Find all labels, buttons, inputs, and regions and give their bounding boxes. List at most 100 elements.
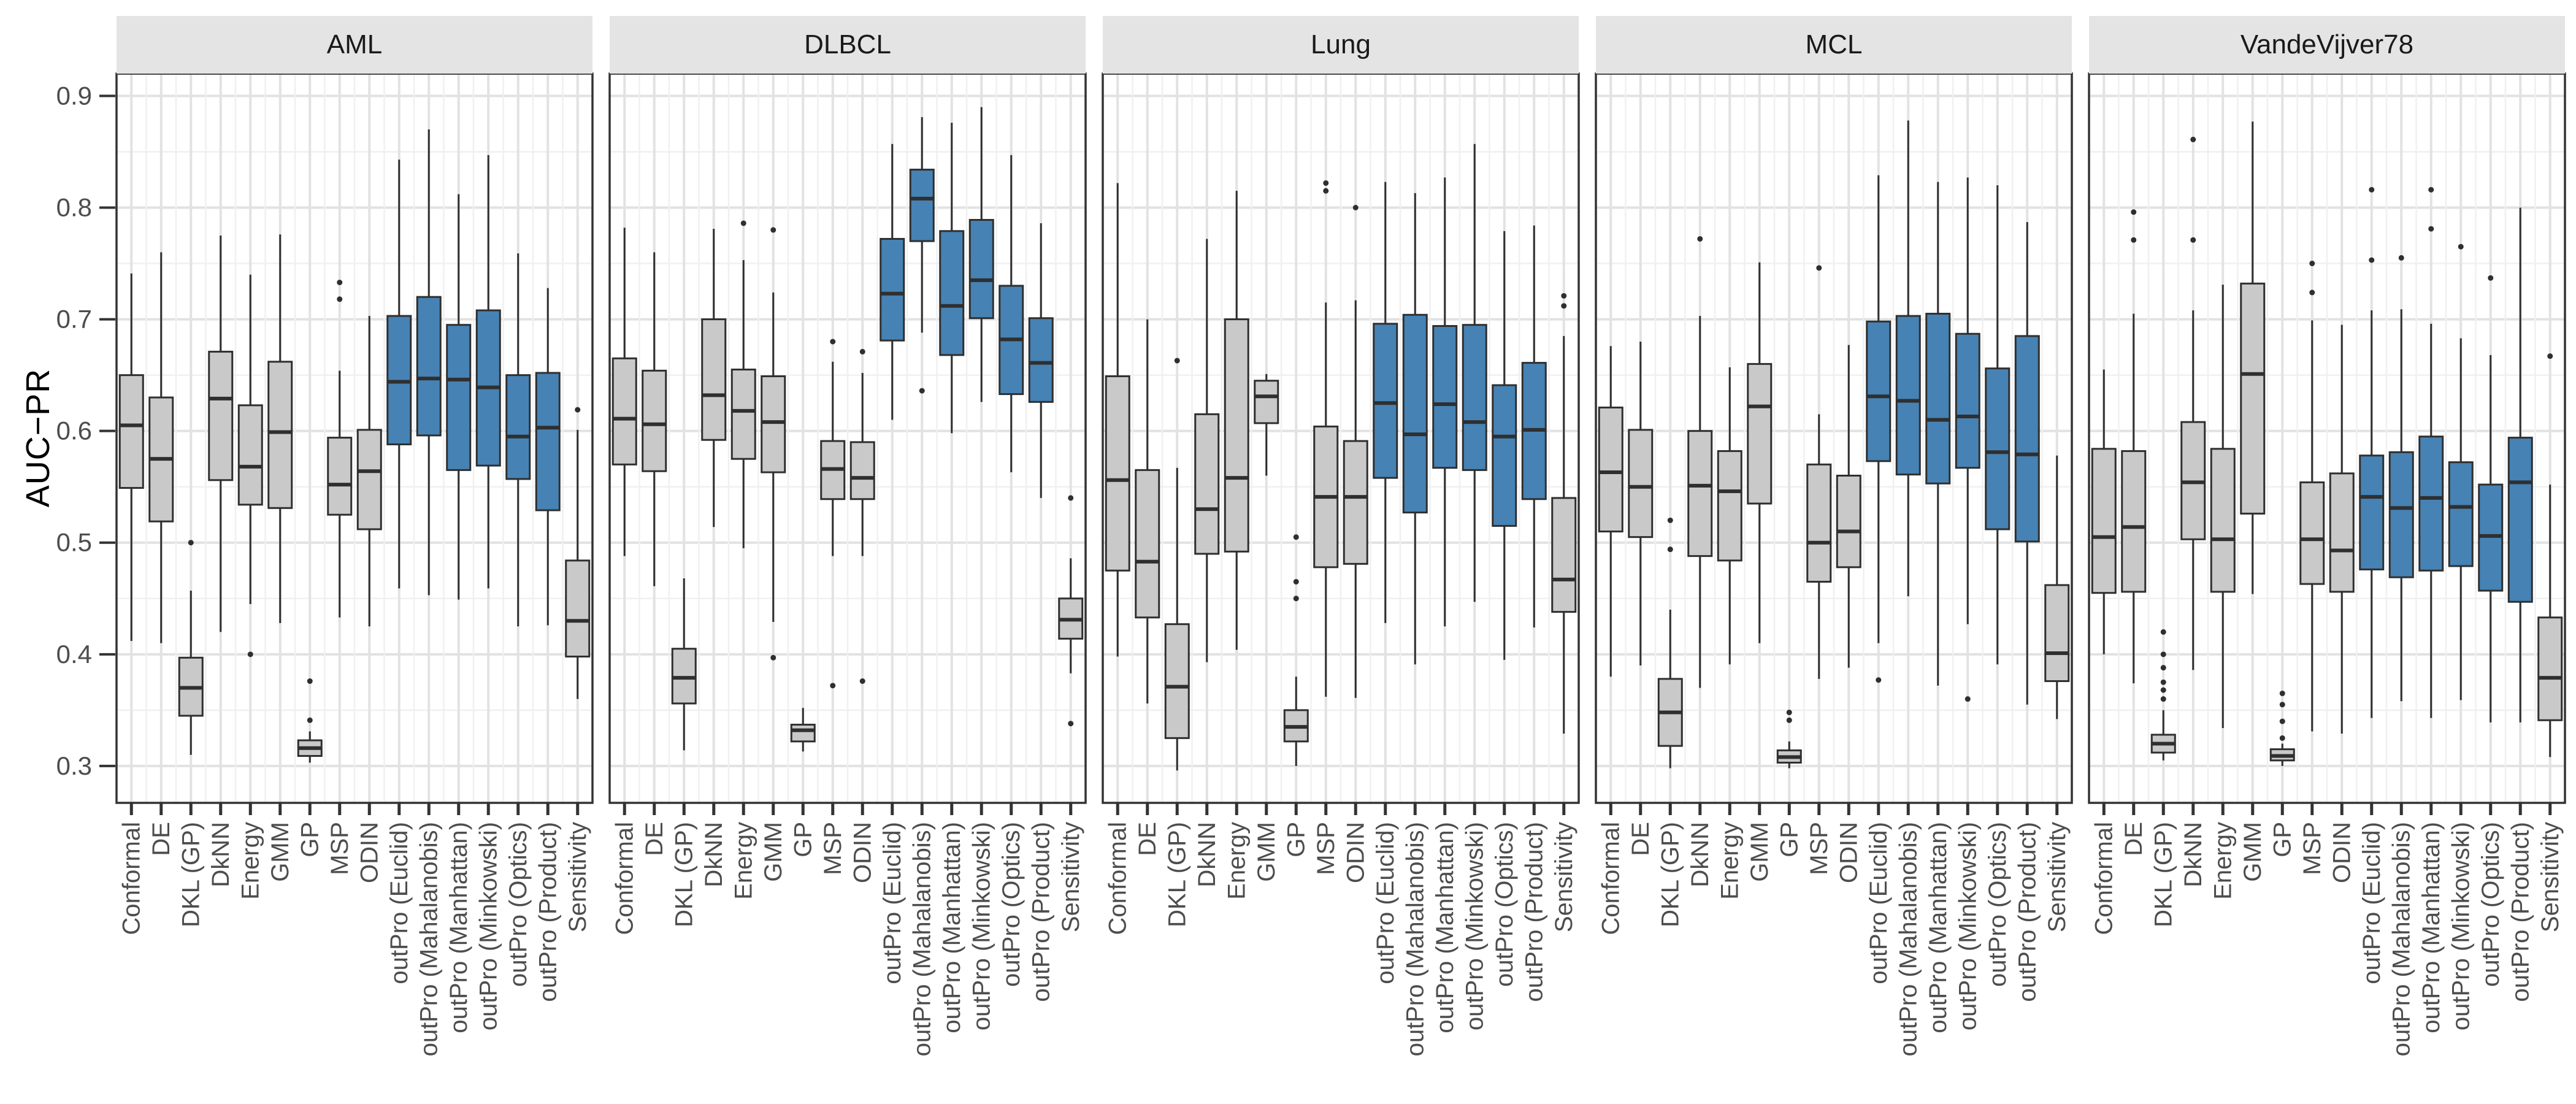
x-tick-label: GP	[1776, 822, 1803, 857]
outlier-dot	[1786, 710, 1792, 716]
boxplot-VandeVijver78-ODIN	[2329, 324, 2355, 734]
iqr-box	[1551, 497, 1577, 613]
boxplot-DLBCL-GP	[790, 708, 816, 752]
iqr-box	[1224, 318, 1249, 553]
x-tick-label: outPro (Optics)	[1491, 822, 1518, 987]
x-tick-label: GP	[1282, 822, 1309, 857]
boxplot-AML-outPro (Minkowski)	[475, 155, 501, 589]
x-tick-label: outPro (Euclid)	[2358, 822, 2385, 984]
iqr-box	[1028, 317, 1054, 403]
x-tick-label: outPro (Minkowski)	[1954, 822, 1981, 1030]
x-tick-label: Sensitivity	[2044, 822, 2071, 932]
iqr-box	[968, 219, 994, 320]
outlier-dot	[1561, 303, 1567, 309]
iqr-box	[2359, 454, 2385, 570]
boxplot-DLBCL-outPro (Minkowski)	[968, 107, 994, 402]
iqr-box	[1895, 315, 1921, 476]
facet-strip-mcl: MCL	[1596, 16, 2072, 74]
iqr-box	[642, 369, 667, 472]
x-tick-label: GP	[2269, 822, 2296, 857]
x-tick-label: ODIN	[1835, 822, 1862, 883]
x-tick-label: outPro (Product)	[1520, 822, 1547, 1002]
boxplot-DLBCL-DKL (GP)	[671, 578, 697, 751]
boxplot-Lung-Energy	[1224, 191, 1249, 650]
boxplot-VandeVijver78-Conformal	[2091, 369, 2117, 654]
x-tick-label: DKL (GP)	[177, 822, 204, 927]
iqr-box	[909, 169, 935, 242]
x-tick-label: DKL (GP)	[1657, 822, 1684, 927]
outlier-dot	[1293, 578, 1299, 585]
outlier-dot	[2547, 353, 2553, 359]
boxplot-VandeVijver78-outPro (Optics)	[2478, 275, 2504, 723]
boxplot-DLBCL-MSP	[820, 339, 846, 689]
boxplot-VandeVijver78-GP	[2269, 691, 2295, 766]
x-tick-label: outPro (Manhattan)	[1925, 822, 1952, 1033]
outlier-dot	[2160, 629, 2166, 635]
x-tick-label: outPro (Mahalanobis)	[1401, 822, 1428, 1056]
outlier-dot	[1667, 517, 1673, 523]
facet-panel-Lung: Conformal DE DKL (GP) DkNN Energy GMM GP MSP ODI…	[1102, 72, 1580, 1056]
x-tick-label: outPro (Product)	[2507, 822, 2534, 1002]
x-tick-label: Energy	[1716, 822, 1743, 900]
panel-border	[1595, 72, 2073, 804]
outlier-dot	[2190, 237, 2196, 243]
iqr-box	[1135, 469, 1160, 619]
boxplot-Lung-DkNN	[1194, 239, 1220, 662]
boxplot-DLBCL-outPro (Product)	[1028, 223, 1054, 498]
x-tick-label: outPro (Optics)	[2477, 822, 2504, 987]
boxplot-VandeVijver78-MSP	[2299, 261, 2325, 732]
outlier-dot	[2309, 289, 2315, 296]
iqr-box	[849, 441, 875, 500]
boxplot-MCL-DkNN	[1687, 236, 1713, 688]
outlier-dot	[307, 678, 313, 684]
x-tick-label: outPro (Euclid)	[1372, 822, 1399, 984]
iqr-box	[2210, 448, 2236, 593]
facet-strip-dlbcl: DLBCL	[610, 16, 1086, 74]
outlier-dot	[740, 220, 746, 226]
outlier-dot	[2160, 696, 2166, 702]
boxplot-Lung-Sensitivity	[1551, 293, 1577, 734]
panel-border	[1102, 72, 1580, 804]
x-tick-label: outPro (Mahalanobis)	[908, 822, 935, 1056]
iqr-box	[1985, 367, 2011, 531]
outlier-dot	[2160, 679, 2166, 685]
iqr-box	[237, 404, 263, 506]
outlier-dot	[2279, 702, 2285, 708]
x-tick-label: Sensitivity	[1551, 822, 1577, 932]
iqr-box	[327, 437, 353, 516]
x-tick-label: GMM	[760, 822, 787, 882]
x-tick-label: MSP	[1806, 822, 1833, 875]
boxplot-VandeVijver78-Sensitivity	[2537, 353, 2563, 757]
iqr-box	[2329, 472, 2355, 593]
boxplot-MCL-GMM	[1747, 262, 1773, 643]
x-tick-label: ODIN	[2328, 822, 2355, 883]
outlier-dot	[830, 683, 836, 689]
x-tick-label: outPro (Mahalanobis)	[2388, 822, 2415, 1056]
boxplot-Lung-outPro (Mahalanobis)	[1402, 193, 1428, 665]
x-tick-label: ODIN	[1342, 822, 1369, 883]
outlier-dot	[1816, 265, 1822, 271]
outlier-dot	[575, 407, 581, 413]
boxplot-DLBCL-outPro (Mahalanobis)	[909, 117, 935, 394]
outlier-dot	[1323, 188, 1329, 194]
outlier-dot	[1068, 721, 1074, 727]
outlier-dot	[2160, 651, 2166, 657]
x-tick-label: outPro (Optics)	[505, 822, 532, 987]
boxplot-VandeVijver78-outPro (Mahalanobis)	[2388, 255, 2414, 702]
iqr-box	[730, 369, 756, 460]
x-tick-label: Conformal	[1104, 822, 1131, 935]
x-tick-label: Conformal	[611, 822, 638, 935]
boxplot-AML-ODIN	[356, 316, 382, 627]
iqr-box	[2537, 616, 2563, 721]
boxplot-Lung-DE	[1135, 319, 1160, 703]
boxplot-MCL-outPro (Product)	[2014, 222, 2040, 705]
iqr-box	[1343, 440, 1368, 565]
boxplot-Lung-ODIN	[1343, 204, 1368, 698]
iqr-box	[1373, 323, 1398, 479]
outlier-dot	[830, 339, 836, 345]
iqr-box	[790, 724, 816, 743]
iqr-box	[1925, 312, 1951, 485]
boxplot-Lung-GMM	[1254, 374, 1279, 476]
